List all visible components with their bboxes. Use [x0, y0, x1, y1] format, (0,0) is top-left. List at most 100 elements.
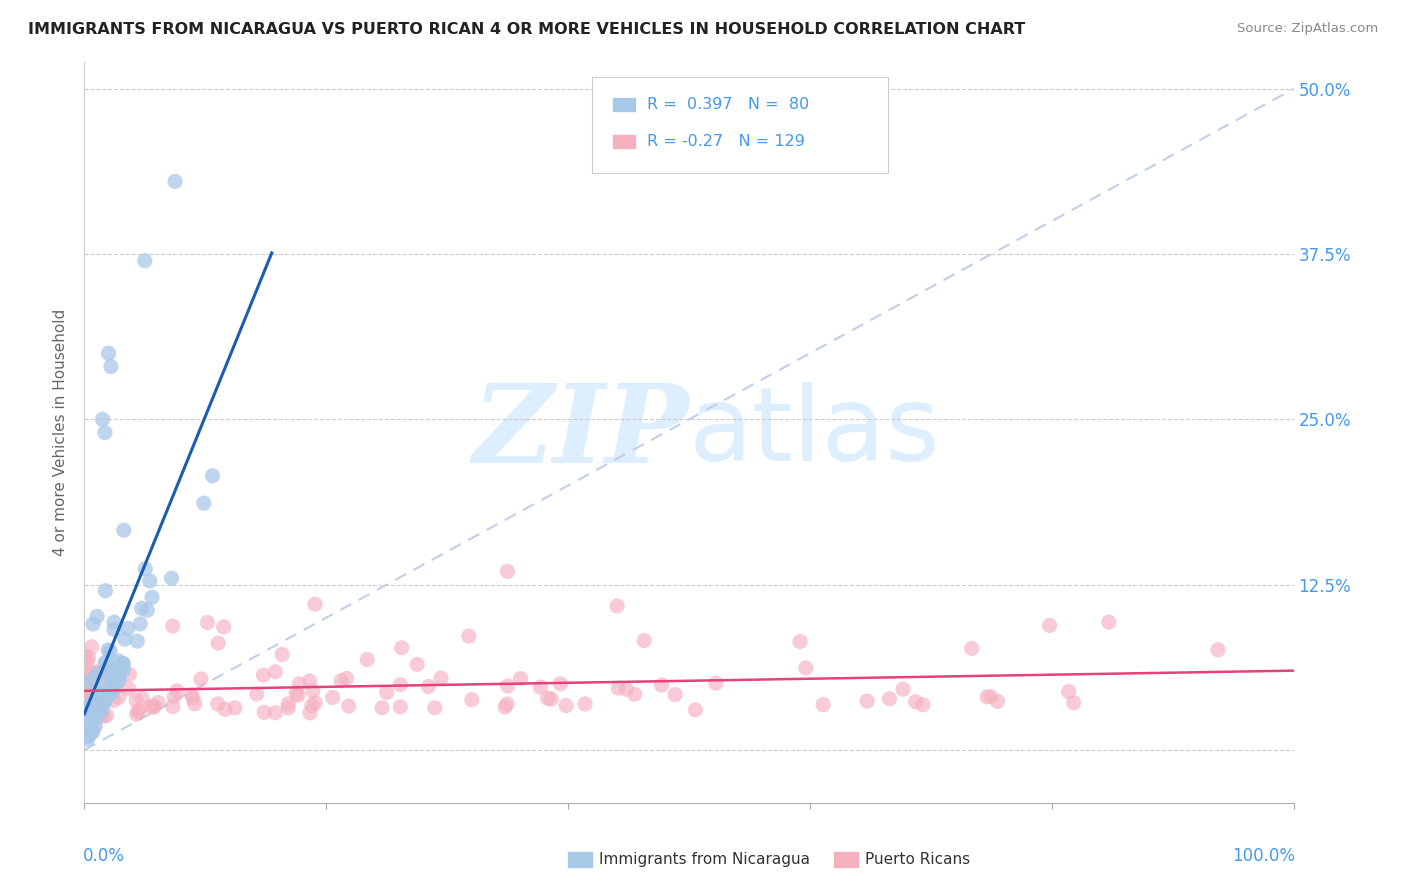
- Point: [246, 687, 269, 701]
- Point: [271, 648, 294, 662]
- Point: [94, 425, 117, 440]
- Point: [89, 699, 111, 714]
- Point: [879, 691, 901, 706]
- Point: [77, 666, 100, 681]
- Point: [87, 666, 110, 681]
- Point: [76, 727, 98, 741]
- Point: [375, 685, 398, 699]
- Point: [128, 705, 150, 719]
- FancyBboxPatch shape: [592, 78, 889, 173]
- Point: [84, 711, 107, 725]
- Point: [75, 712, 97, 726]
- Point: [101, 683, 124, 698]
- Point: [298, 706, 321, 720]
- Point: [79, 674, 101, 689]
- Point: [114, 632, 136, 647]
- Point: [664, 688, 686, 702]
- Point: [90, 694, 112, 708]
- Point: [980, 690, 1002, 704]
- Point: [986, 694, 1008, 708]
- Point: [117, 621, 139, 635]
- Point: [304, 597, 326, 611]
- Point: [911, 698, 934, 712]
- Point: [960, 641, 983, 656]
- Point: [494, 700, 516, 714]
- Point: [83, 671, 105, 685]
- Point: [103, 675, 125, 690]
- Point: [391, 640, 413, 655]
- Point: [976, 690, 998, 704]
- Point: [337, 699, 360, 714]
- Point: [80, 698, 103, 712]
- Point: [112, 657, 135, 671]
- Point: [90, 691, 112, 706]
- Point: [94, 676, 117, 690]
- Point: [104, 664, 127, 678]
- Point: [496, 697, 519, 711]
- Point: [110, 657, 132, 671]
- Point: [103, 671, 125, 685]
- Point: [76, 700, 98, 714]
- Point: [101, 664, 124, 678]
- Point: [75, 676, 97, 690]
- Point: [623, 687, 645, 701]
- Point: [264, 706, 287, 720]
- Point: [103, 623, 125, 637]
- Point: [125, 693, 148, 707]
- Text: 100.0%: 100.0%: [1232, 847, 1295, 865]
- Point: [856, 694, 879, 708]
- Point: [356, 652, 378, 666]
- Point: [212, 620, 235, 634]
- Point: [550, 677, 572, 691]
- Point: [90, 705, 112, 719]
- Point: [84, 665, 107, 680]
- Point: [107, 674, 129, 689]
- Point: [180, 688, 202, 702]
- Point: [107, 690, 129, 705]
- Point: [82, 706, 104, 721]
- Point: [336, 672, 359, 686]
- Text: Source: ZipAtlas.com: Source: ZipAtlas.com: [1237, 22, 1378, 36]
- Point: [136, 603, 159, 617]
- Point: [1206, 642, 1229, 657]
- Point: [322, 690, 344, 705]
- Point: [146, 696, 169, 710]
- Point: [166, 684, 188, 698]
- Point: [129, 616, 152, 631]
- Point: [190, 672, 212, 686]
- Point: [94, 680, 117, 694]
- Point: [574, 697, 596, 711]
- Point: [253, 706, 276, 720]
- Point: [77, 706, 100, 721]
- Point: [80, 640, 103, 654]
- Point: [1098, 615, 1121, 629]
- Point: [90, 698, 112, 713]
- Point: [139, 574, 162, 588]
- Point: [224, 700, 246, 714]
- Point: [195, 615, 218, 630]
- Bar: [834, 853, 858, 867]
- Point: [82, 617, 104, 632]
- Point: [108, 673, 131, 687]
- Point: [79, 718, 101, 732]
- Point: [76, 705, 98, 719]
- Point: [633, 633, 655, 648]
- Point: [76, 691, 98, 706]
- Text: atlas: atlas: [689, 382, 941, 483]
- Point: [103, 615, 125, 629]
- Point: [94, 656, 117, 670]
- Point: [789, 634, 811, 648]
- Point: [93, 694, 115, 708]
- Point: [75, 708, 97, 723]
- Text: Immigrants from Nicaragua: Immigrants from Nicaragua: [599, 852, 810, 866]
- Point: [143, 698, 166, 713]
- Point: [131, 691, 153, 706]
- Point: [96, 690, 118, 705]
- Point: [389, 678, 412, 692]
- Point: [75, 704, 97, 718]
- Point: [1057, 684, 1080, 698]
- Point: [160, 571, 183, 585]
- Point: [97, 643, 120, 657]
- Point: [80, 698, 103, 713]
- Point: [127, 634, 149, 648]
